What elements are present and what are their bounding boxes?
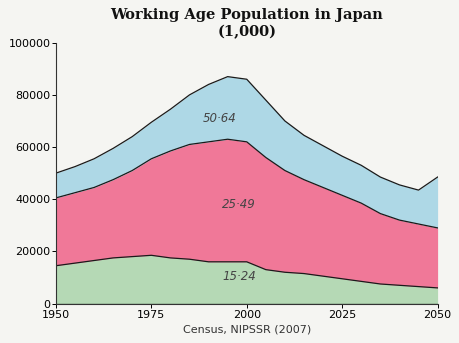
Text: 15·24: 15·24 [222,270,255,283]
Text: 50·64: 50·64 [203,112,236,125]
Text: 25·49: 25·49 [222,198,255,211]
X-axis label: Census, NIPSSR (2007): Census, NIPSSR (2007) [182,325,310,335]
Title: Working Age Population in Japan
(1,000): Working Age Population in Japan (1,000) [110,8,382,39]
